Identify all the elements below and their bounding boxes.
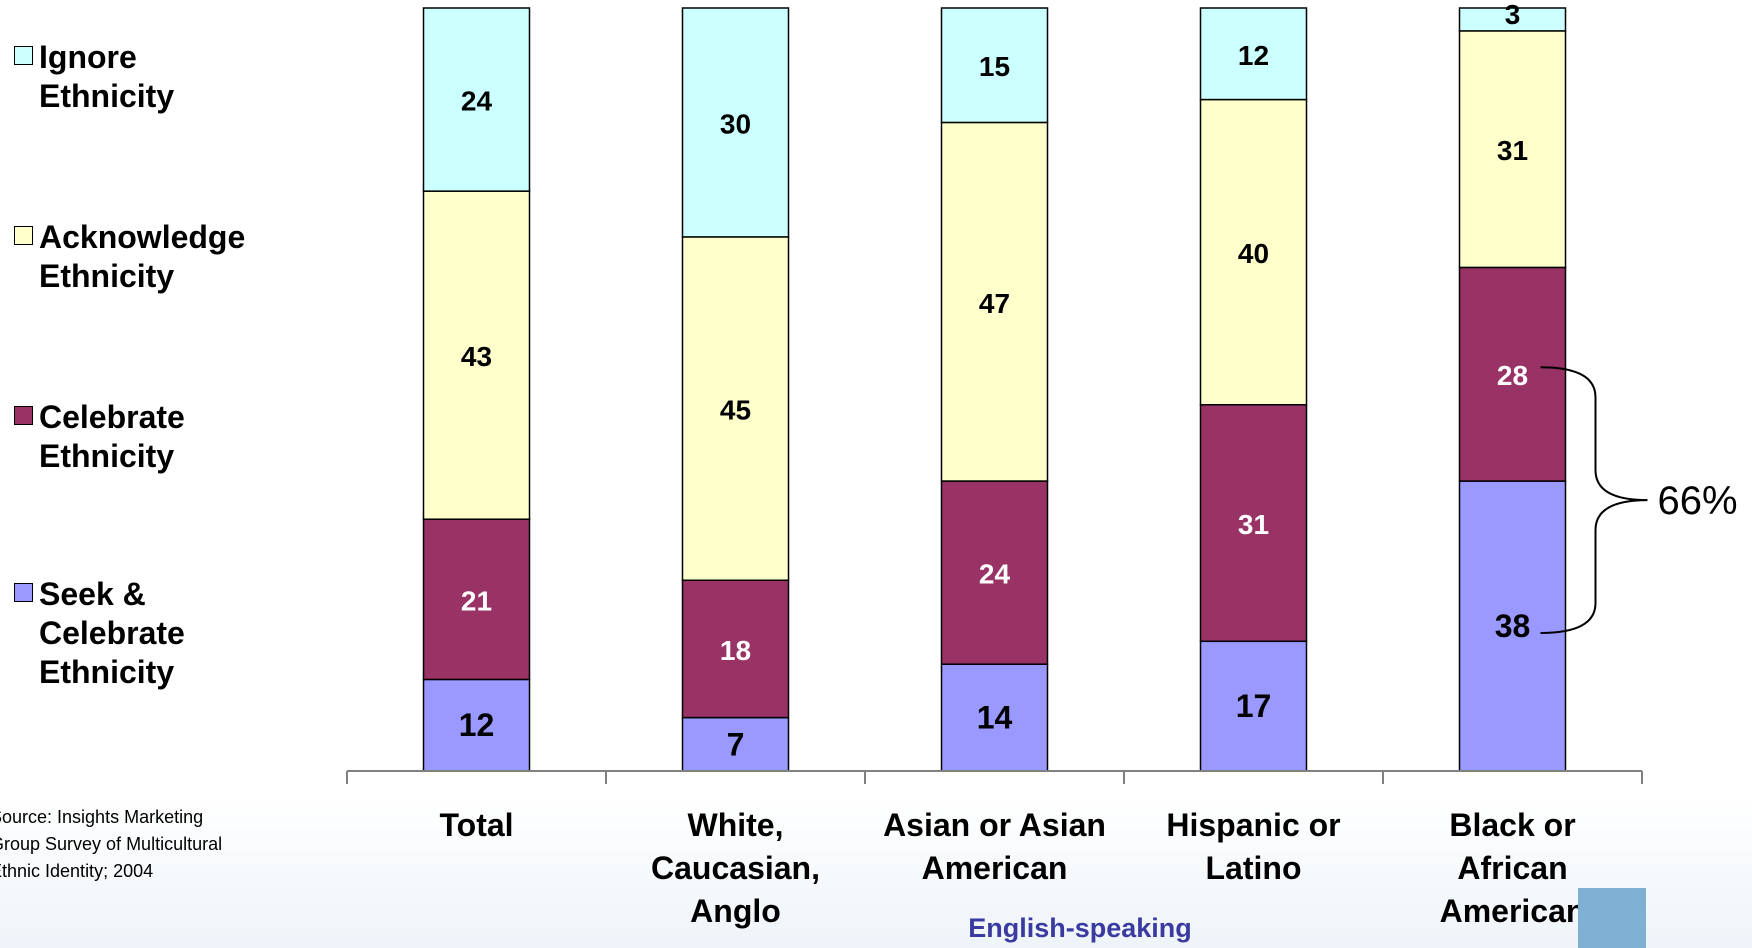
data-label-ignore-3: 12	[1238, 40, 1269, 71]
legend-label-acknowledge: Acknowledge Ethnicity	[39, 219, 246, 294]
legend-swatch-acknowledge	[14, 226, 33, 245]
bar-celebrate-3	[1199, 404, 1308, 643]
legend-swatch-celebrate	[14, 406, 33, 425]
category-label-2: Asian or Asian American	[883, 807, 1106, 886]
data-label-acknowledge-1: 45	[720, 395, 751, 426]
annotation-label: 66%	[1658, 479, 1738, 523]
bar-celebrate-4	[1458, 266, 1567, 482]
legend-item-ignore: Ignore Ethnicity	[14, 38, 174, 116]
bar-seek-2	[940, 663, 1049, 772]
data-label-acknowledge-2: 47	[979, 288, 1010, 319]
data-label-acknowledge-0: 43	[461, 341, 492, 372]
bar-ignore-4	[1458, 7, 1567, 32]
bar-ignore-0	[422, 7, 531, 192]
decorative-square	[1578, 888, 1646, 948]
data-label-acknowledge-4: 31	[1497, 135, 1528, 166]
data-label-ignore-0: 24	[461, 86, 493, 117]
data-label-seek-4: 38	[1495, 608, 1531, 644]
data-label-celebrate-3: 31	[1238, 509, 1269, 540]
bar-ignore-3	[1199, 7, 1308, 101]
legend: Ignore Ethnicity Acknowledge Ethnicity Cel…	[14, 0, 314, 700]
bar-ignore-1	[681, 7, 790, 238]
bar-seek-3	[1199, 640, 1308, 772]
data-label-seek-3: 17	[1236, 688, 1272, 724]
data-label-seek-2: 14	[977, 700, 1013, 736]
data-label-celebrate-0: 21	[461, 585, 492, 616]
data-label-ignore-2: 15	[979, 51, 1010, 82]
bar-acknowledge-2	[940, 121, 1049, 482]
annotation-bracket	[1540, 366, 1648, 635]
data-label-celebrate-4: 28	[1497, 360, 1528, 391]
category-label-4: Black or African American	[1440, 807, 1586, 929]
data-label-acknowledge-3: 40	[1238, 238, 1269, 269]
legend-label-ignore: Ignore Ethnicity	[39, 39, 175, 114]
data-label-ignore-4: 3	[1505, 0, 1521, 30]
category-label-3: Hispanic or Latino	[1166, 807, 1340, 886]
data-label-celebrate-2: 24	[979, 559, 1011, 590]
footer-note: English-speaking	[968, 913, 1192, 943]
legend-swatch-seek	[14, 583, 33, 602]
source-note: Source: Insights Marketing Group Survey …	[0, 807, 223, 881]
bar-celebrate-2	[940, 480, 1049, 665]
category-label-1: White, Caucasian, Anglo	[651, 807, 820, 929]
legend-item-acknowledge: Acknowledge Ethnicity	[14, 218, 245, 296]
data-label-seek-0: 12	[459, 707, 495, 743]
bar-acknowledge-0	[422, 190, 531, 520]
data-label-celebrate-1: 18	[720, 635, 751, 666]
legend-item-celebrate: Celebrate Ethnicity	[14, 398, 185, 476]
legend-label-seek: Seek & Celebrate Ethnicity	[39, 576, 185, 690]
bar-ignore-2	[940, 7, 1049, 124]
category-label-0: Total	[439, 807, 513, 843]
bar-seek-0	[422, 678, 531, 772]
data-label-seek-1: 7	[727, 726, 745, 762]
bar-acknowledge-1	[681, 236, 790, 581]
bar-seek-4	[1458, 480, 1567, 772]
legend-label-celebrate: Celebrate Ethnicity	[39, 399, 185, 474]
data-label-ignore-1: 30	[720, 108, 751, 139]
legend-swatch-ignore	[14, 46, 33, 65]
bar-celebrate-1	[681, 579, 790, 719]
legend-item-seek: Seek & Celebrate Ethnicity	[14, 575, 185, 692]
